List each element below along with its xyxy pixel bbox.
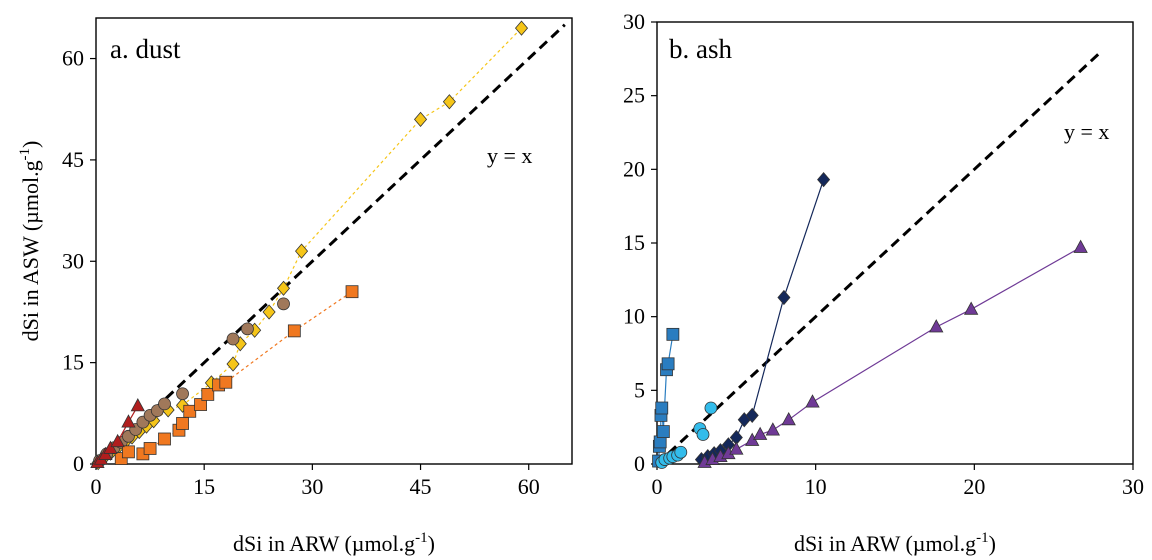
data-point-circle: [674, 445, 688, 459]
data-point-diamond: [514, 20, 529, 36]
data-point-triangle: [729, 441, 744, 455]
x-tick-label: 30: [301, 474, 323, 499]
series-0: [91, 20, 529, 471]
data-point-square: [287, 324, 301, 338]
reference-line-label: y = x: [487, 143, 532, 168]
data-point-square: [158, 432, 171, 446]
reference-line: [94, 23, 566, 466]
data-point-circle: [158, 397, 171, 411]
x-tick-label: 30: [1122, 474, 1144, 499]
data-point-diamond: [262, 304, 276, 320]
data-point-triangle: [929, 319, 944, 333]
data-point-diamond: [226, 356, 240, 372]
y-tick-label: 60: [62, 46, 84, 71]
data-point-triangle: [110, 433, 125, 448]
panel-dust: 0 15 30 45 60 0 15 30 45 60 dSi in ARW (µmol.g-1) d…: [17, 17, 573, 556]
series-2: [694, 172, 831, 468]
data-point-square: [345, 285, 359, 299]
y-tick-label: 30: [623, 9, 645, 34]
plot-frame: [95, 17, 573, 465]
panel-ash: 0 10 20 30 0 5 10 15 20 25 30 dSi in ARW (µmol.g-1)…: [623, 9, 1144, 556]
series-3: [697, 239, 1088, 468]
data-point-circle: [226, 332, 240, 346]
data-point-circle: [277, 297, 290, 311]
series-3: [90, 398, 146, 469]
data-point-diamond: [745, 407, 759, 423]
data-point-diamond: [295, 243, 309, 259]
data-point-square: [183, 404, 197, 418]
data-point-triangle: [1073, 239, 1088, 253]
x-tick-label: 0: [91, 474, 102, 499]
x-tick-label: 45: [410, 474, 432, 499]
data-point-diamond: [442, 94, 456, 110]
y-tick-label: 10: [623, 304, 645, 329]
panel-label: b. ash: [669, 34, 732, 64]
y-tick-label: 15: [62, 350, 84, 375]
data-point-triangle: [781, 411, 796, 426]
x-axis-label: dSi in ARW (µmol.g-1): [233, 530, 435, 556]
y-tick-label: 0: [634, 451, 645, 476]
data-point-triangle: [103, 440, 118, 454]
data-point-diamond: [414, 111, 428, 127]
series-1: [655, 401, 718, 469]
y-tick-label: 5: [634, 377, 645, 402]
data-point-triangle: [805, 394, 820, 408]
series-2: [114, 285, 359, 465]
y-tick-label: 20: [623, 156, 645, 181]
x-tick-label: 10: [805, 474, 827, 499]
panel-label: a. dust: [110, 34, 181, 64]
y-tick-label: 30: [62, 248, 84, 273]
data-point-square: [655, 401, 669, 415]
data-point-square: [656, 425, 670, 438]
data-point-circle: [704, 401, 718, 415]
data-point-square: [143, 442, 157, 455]
y-tick-label: 45: [62, 147, 84, 172]
data-point-triangle: [963, 301, 979, 315]
x-tick-label: 15: [193, 474, 215, 499]
data-point-circle: [241, 322, 254, 336]
data-point-triangle: [765, 422, 780, 436]
data-point-triangle: [121, 414, 136, 428]
data-point-square: [666, 327, 680, 341]
series-line: [120, 291, 353, 460]
data-point-diamond: [276, 280, 291, 296]
y-tick-label: 15: [623, 230, 645, 255]
data-point-triangle: [752, 426, 768, 440]
y-tick-label: 25: [623, 83, 645, 108]
series-line: [701, 179, 825, 461]
reference-line: [655, 50, 1103, 466]
data-point-triangle: [130, 398, 146, 412]
data-point-square: [201, 387, 215, 401]
data-point-diamond: [817, 172, 831, 188]
data-point-circle: [176, 387, 189, 401]
x-axis-label: dSi in ARW (µmol.g-1): [794, 530, 996, 556]
data-point-square: [122, 445, 135, 459]
data-point-circle: [696, 428, 710, 441]
data-point-square: [176, 417, 189, 430]
data-point-square: [194, 398, 207, 411]
x-tick-label: 60: [518, 474, 540, 499]
series-line: [97, 27, 522, 464]
x-tick-label: 0: [652, 474, 663, 499]
data-point-diamond: [777, 289, 791, 306]
y-tick-label: 0: [73, 451, 84, 476]
x-tick-label: 20: [963, 474, 985, 499]
data-point-square: [661, 357, 675, 371]
reference-line-label: y = x: [1064, 119, 1109, 144]
y-axis-label: dSi in ASW (µmol.g-1): [17, 141, 43, 342]
data-point-square: [219, 375, 233, 389]
